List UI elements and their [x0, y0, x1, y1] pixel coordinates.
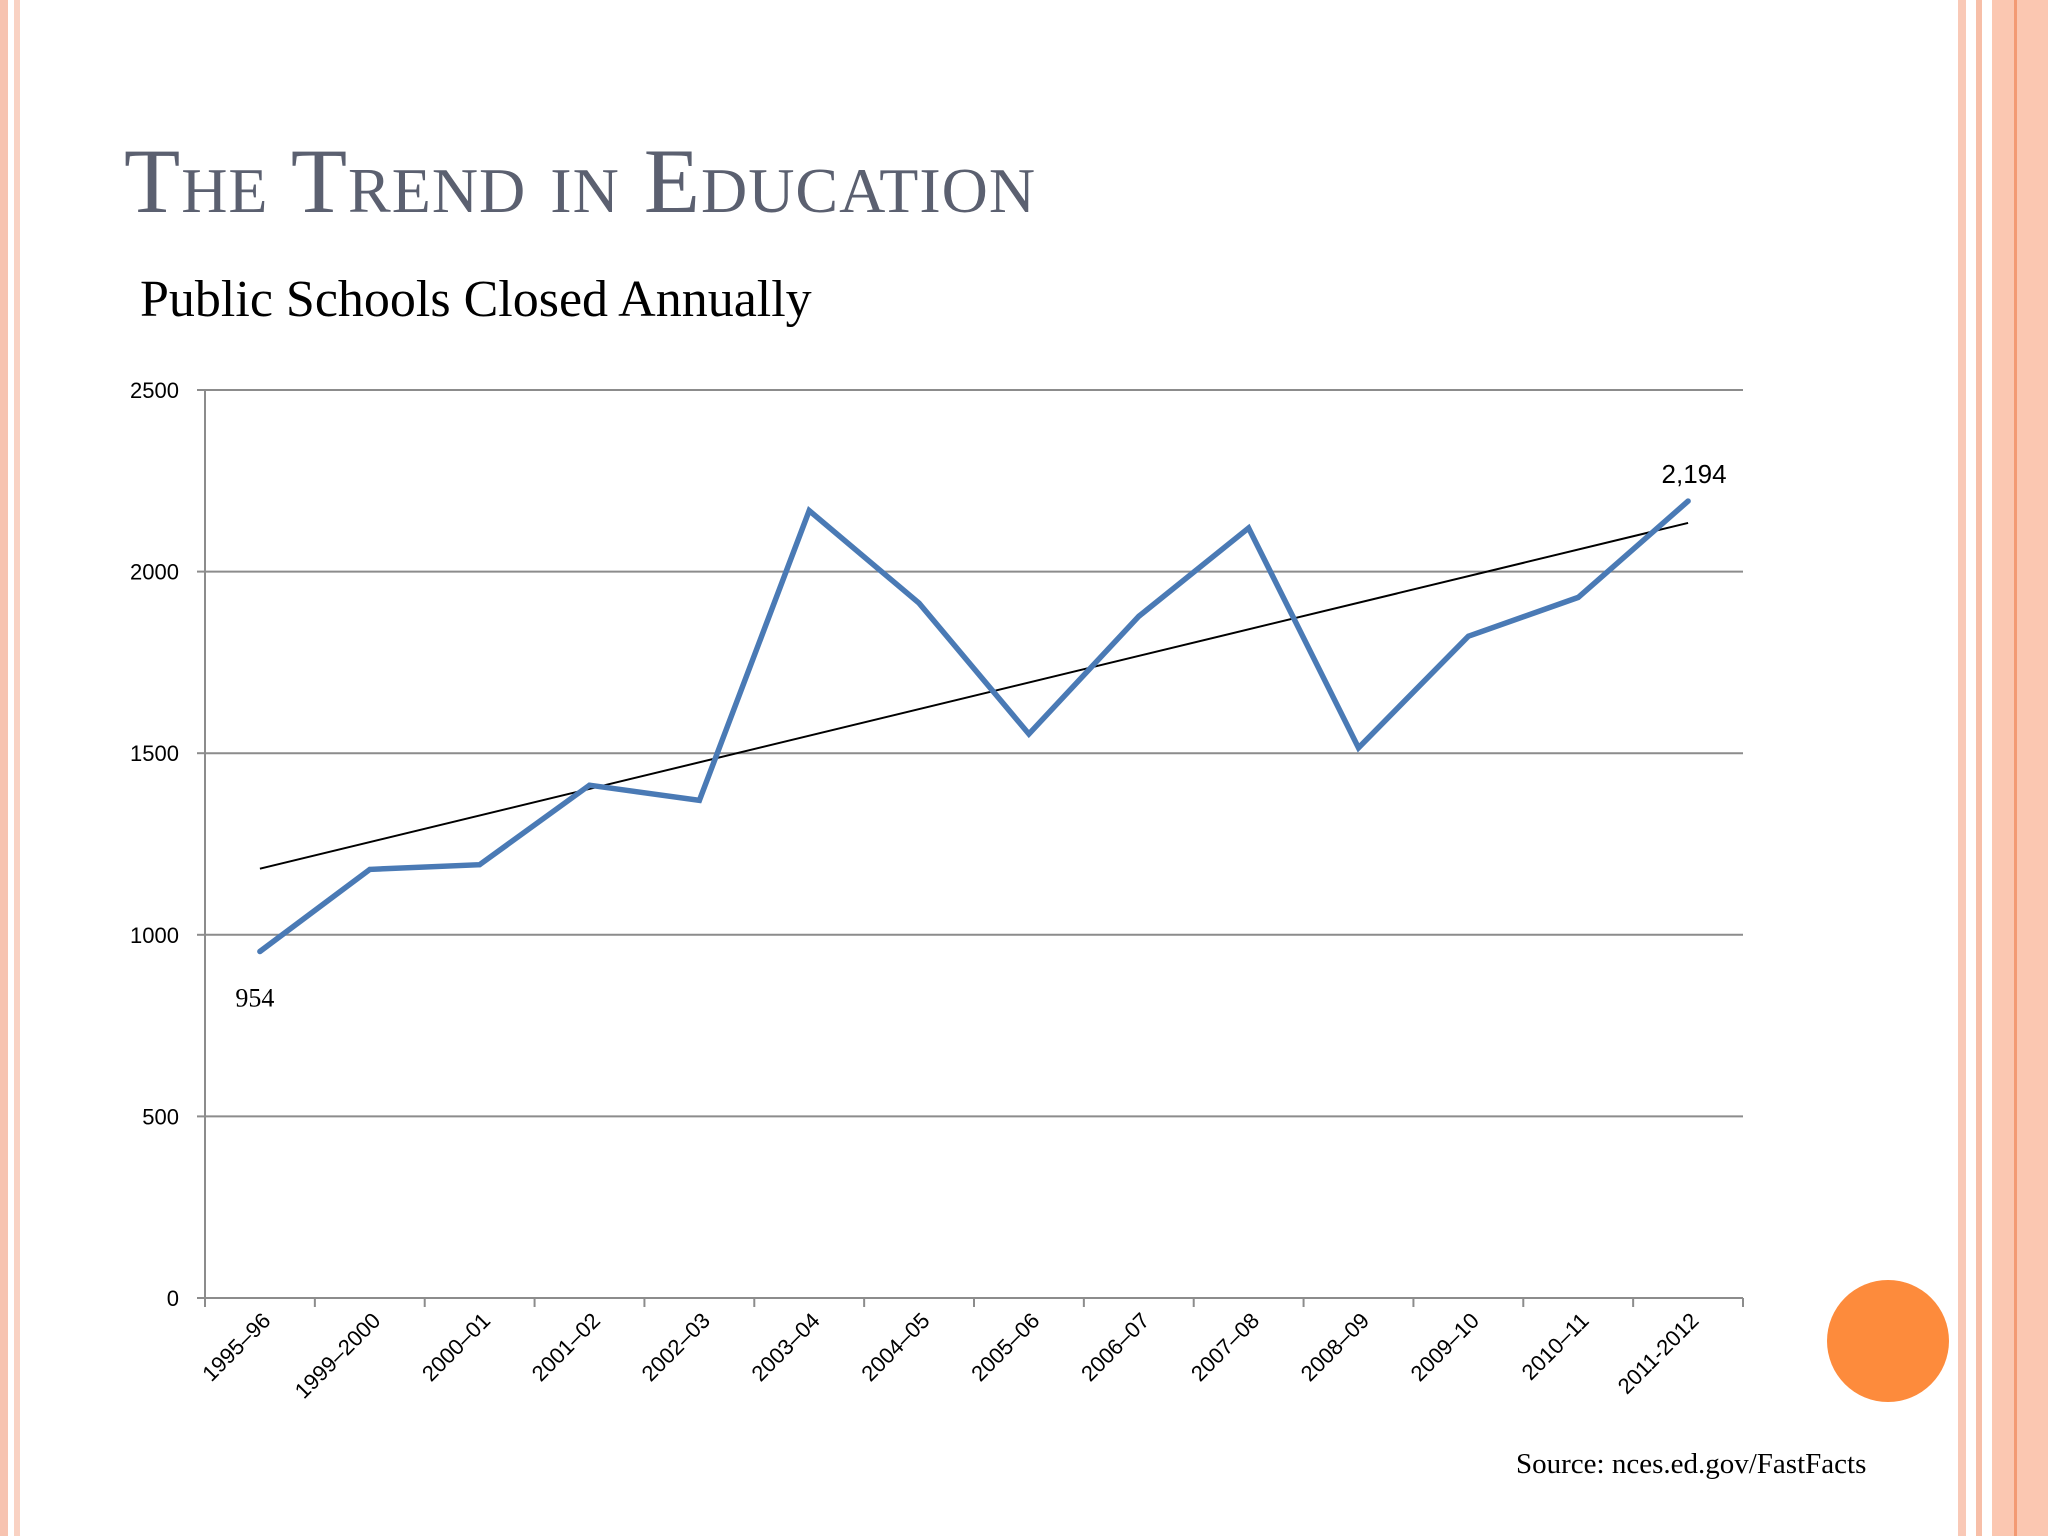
data-point: [587, 782, 592, 788]
x-tick-label: 2005–06: [966, 1308, 1044, 1386]
chart-axes: [197, 389, 1744, 1307]
x-tick-label: 2006–07: [1076, 1308, 1154, 1386]
x-tick-label: 2002–03: [637, 1308, 715, 1386]
left-border-stripe: [0, 0, 8, 1536]
x-tick-label: 2001–02: [527, 1308, 605, 1386]
x-tick-labels: 1995–96 1999–2000 2000–01 2001–02 2002–03 200…: [197, 1308, 1703, 1404]
data-label: 2,194: [1662, 459, 1727, 489]
chart-subtitle: Public Schools Closed Annually: [140, 271, 812, 328]
data-point: [1356, 745, 1361, 751]
y-tick-label: 500: [142, 1104, 179, 1129]
chart-gridlines: [205, 389, 1743, 1118]
left-border-stripe-inner: [14, 0, 20, 1536]
series-group: [257, 498, 1691, 955]
x-tick-label: 2009–10: [1406, 1308, 1484, 1386]
right-border-band: [1992, 0, 2048, 1536]
data-point: [1136, 613, 1142, 619]
data-point: [806, 508, 812, 514]
data-point: [367, 866, 373, 872]
x-tick-label: 2004–05: [856, 1308, 934, 1386]
y-tick-label: 1000: [130, 923, 179, 948]
x-tick-label: 2010–11: [1517, 1308, 1594, 1385]
slide-title: The Trend in Education: [124, 130, 1037, 232]
accent-circle: [1827, 1280, 1949, 1402]
trendline-group: [259, 521, 1689, 870]
y-tick-label: 1500: [130, 741, 179, 766]
y-tick-labels: 0 500 1000 1500 2000 2500: [130, 378, 179, 1311]
data-point: [1026, 731, 1032, 737]
y-tick-label: 2500: [130, 378, 179, 403]
y-tick-label: 2000: [130, 560, 179, 585]
data-point: [696, 797, 702, 803]
series-line: [257, 498, 1691, 955]
data-point: [1685, 498, 1691, 504]
data-point: [257, 949, 263, 955]
data-label: 954: [235, 984, 274, 1013]
data-labels: 954 2,194: [235, 459, 1726, 1012]
x-tick-label: 2000–01: [417, 1308, 495, 1386]
source-note: Source: nces.ed.gov/FastFacts: [1516, 1448, 1867, 1480]
x-tick-label: 2007–08: [1186, 1308, 1264, 1386]
y-tick-label: 0: [167, 1286, 179, 1311]
x-tick-label: 1995–96: [197, 1308, 275, 1386]
data-point: [1465, 633, 1471, 639]
x-tick-label: 2011-2012: [1613, 1308, 1704, 1399]
data-point: [477, 862, 483, 868]
data-point: [916, 600, 922, 606]
right-border-line: [2014, 0, 2017, 1536]
trendline: [259, 521, 1689, 870]
x-tick-label: 2003–04: [747, 1308, 825, 1386]
data-point: [1575, 594, 1581, 600]
right-border-stripe-a: [1958, 0, 1966, 1536]
x-tick-label: 1999–2000: [290, 1308, 386, 1404]
right-border-stripe-b: [1976, 0, 1982, 1536]
data-point: [1246, 525, 1252, 531]
x-tick-label: 2008–09: [1296, 1308, 1374, 1386]
